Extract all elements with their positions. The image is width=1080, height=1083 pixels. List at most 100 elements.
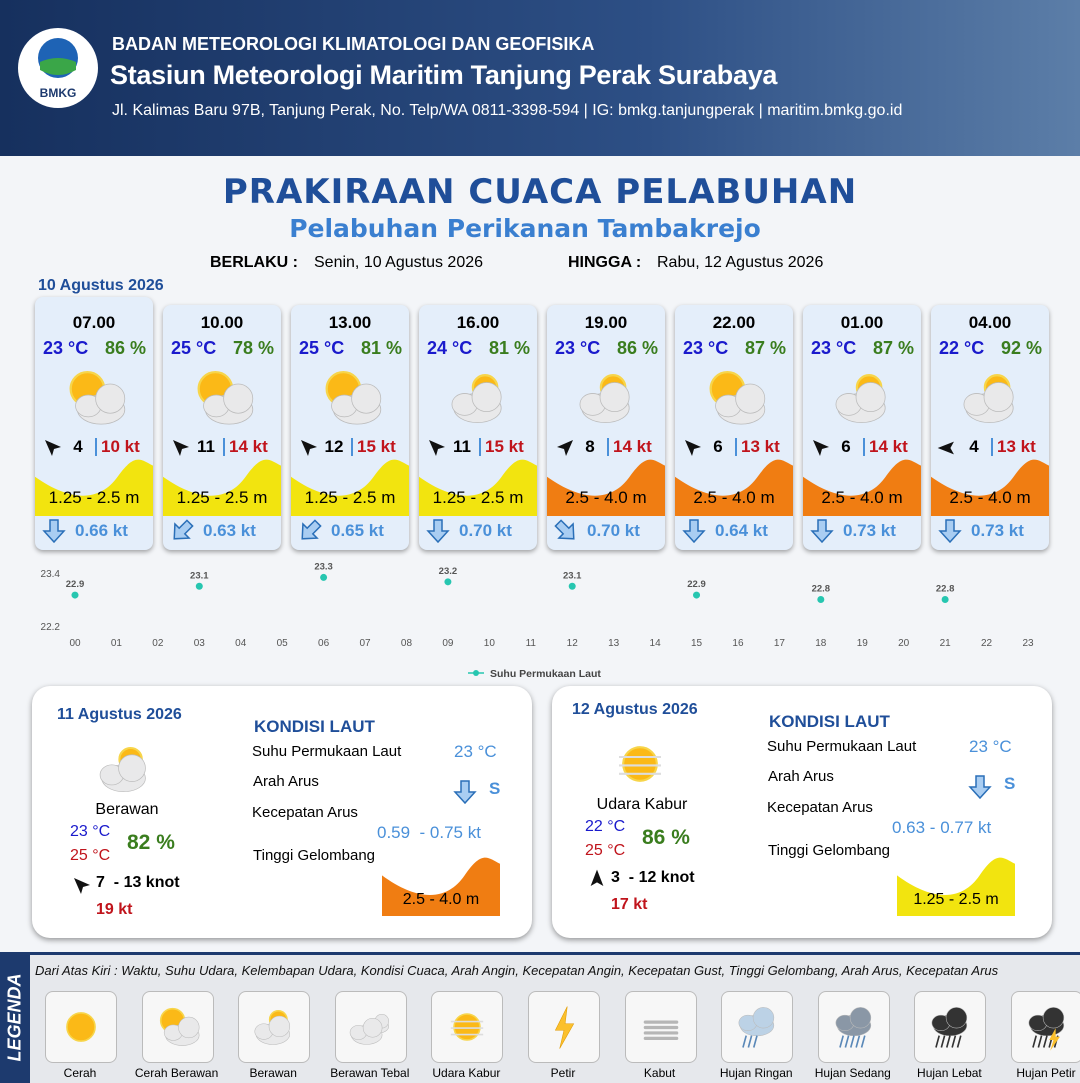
wave-height: 2.5 - 4.0 m [402, 891, 480, 908]
wind-arrow [557, 440, 573, 456]
separator [863, 438, 865, 456]
x-tick-label: 15 [691, 638, 703, 649]
condition: Berawan [95, 801, 159, 818]
legend-label: Kabut [643, 1066, 676, 1080]
weather-icon [325, 371, 382, 425]
weather-icon [99, 746, 146, 793]
sea-title: KONDISI LAUT [254, 717, 375, 736]
wave [163, 459, 281, 516]
cloud [177, 1016, 200, 1039]
x-tick-label: 02 [152, 638, 164, 649]
speed-label: Kecepatan Arus [767, 799, 873, 816]
speed: 0.59 - 0.75 kt [377, 823, 481, 842]
fog [643, 1025, 678, 1030]
wave [291, 459, 409, 516]
arrow [301, 519, 322, 540]
x-tick-label: 11 [526, 638, 537, 649]
point [568, 582, 576, 590]
temp: 23 °C [555, 338, 601, 358]
arrow [682, 519, 706, 544]
wave-fill [163, 459, 281, 516]
legend-label: Hujan Lebat [917, 1066, 982, 1080]
wave-height: 1.25 - 2.5 m [304, 488, 396, 507]
arrow [968, 775, 992, 800]
day-panel: 11 Agustus 2026 Berawan 23 °C 25 °C 82 % 7 - … [32, 686, 532, 938]
y-tick-label: 23.4 [41, 569, 61, 580]
cloud [95, 383, 126, 414]
logo-green [40, 58, 76, 75]
humidity: 87 % [745, 338, 787, 358]
x-tick-label: 13 [608, 638, 620, 649]
legend-dot [473, 670, 479, 676]
y-tick-label: 22.2 [41, 622, 61, 633]
wave-fill [547, 459, 665, 516]
wave [931, 459, 1049, 516]
cloud [735, 383, 766, 414]
rain [940, 1035, 946, 1048]
gust: 19 kt [96, 901, 133, 918]
rain [935, 1035, 941, 1048]
legend-label: Berawan [249, 1066, 297, 1080]
gust: 10 kt [101, 437, 140, 456]
current-arrow [426, 519, 450, 544]
current-arrow [554, 519, 575, 540]
current-arrow [810, 519, 834, 544]
legend: LEGENDA Dari Atas Kiri : Waktu, Suhu Udar… [0, 952, 1080, 1083]
current-arrow [301, 519, 322, 540]
wave-label: Tinggi Gelombang [253, 847, 376, 864]
x-tick-label: 05 [277, 638, 289, 649]
legend-label: Hujan Ringan [719, 1066, 793, 1080]
humidity: 81 % [489, 338, 531, 358]
humidity: 86 % [617, 338, 659, 358]
arrow [554, 519, 575, 540]
legend-box [45, 991, 117, 1063]
rain [860, 1035, 866, 1048]
legend-box [1011, 991, 1080, 1063]
gust: 13 kt [997, 437, 1036, 456]
agency: BADAN METEOROLOGI KLIMATOLOGI DAN GEOFIS… [112, 34, 595, 54]
wave [547, 459, 665, 516]
x-tick-label: 14 [650, 638, 662, 649]
logo-text: BMKG [39, 86, 77, 100]
time: 19.00 [584, 313, 628, 332]
weather-icon [963, 374, 1014, 424]
sea-title: KONDISI LAUT [769, 712, 890, 731]
legend-label: Petir [550, 1066, 576, 1080]
point [195, 582, 203, 590]
arrow [429, 440, 445, 456]
time: 22.00 [712, 313, 756, 332]
current-speed: 0.70 kt [587, 521, 640, 540]
legend-box [721, 991, 794, 1063]
cloud [118, 754, 146, 782]
legend-label: Suhu Permukaan Laut [490, 668, 601, 680]
rain [753, 1035, 758, 1048]
wave-fill [897, 857, 1015, 916]
bolt [1049, 1028, 1060, 1051]
current-arrow [682, 519, 706, 544]
fog [643, 1036, 678, 1040]
rain [742, 1035, 748, 1048]
gust: 14 kt [869, 437, 908, 456]
temp-min: 22 °C [585, 818, 626, 835]
wind-arrow [813, 440, 829, 456]
point [693, 591, 701, 599]
wave-height: 2.5 - 4.0 m [949, 488, 1031, 507]
temp: 25 °C [299, 338, 345, 358]
subtitle: Pelabuhan Perikanan Tambakrejo [289, 214, 761, 243]
condition: Udara Kabur [596, 796, 688, 813]
weather-icon [931, 1007, 968, 1048]
x-tick-label: 17 [774, 638, 786, 649]
rain [747, 1035, 753, 1048]
point [941, 596, 949, 603]
cloud [855, 382, 886, 413]
weather-icon [197, 371, 254, 425]
weather-icon [835, 374, 886, 424]
sun [66, 1012, 96, 1042]
separator [607, 438, 609, 456]
weather-icon [709, 371, 766, 425]
x-tick-label: 19 [857, 638, 869, 649]
cloud [351, 383, 382, 414]
x-tick-label: 18 [815, 638, 827, 649]
rain [951, 1035, 957, 1048]
weather-icon [738, 1007, 775, 1048]
